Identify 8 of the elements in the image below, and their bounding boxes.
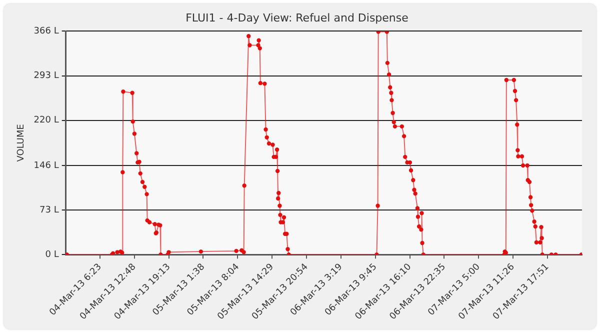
y-axis-title: VOLUME	[16, 124, 27, 162]
y-tick-label: 146 L	[34, 160, 59, 171]
y-tick-label: 73 L	[40, 205, 59, 216]
y-tick-label: 0 L	[45, 250, 59, 260]
y-tick-label: 220 L	[34, 116, 59, 126]
y-tick-label: 293 L	[34, 71, 59, 82]
y-tick-label: 366 L	[34, 26, 59, 37]
chart-title: FLUI1 - 4-Day View: Refuel and Dispense	[186, 11, 409, 24]
